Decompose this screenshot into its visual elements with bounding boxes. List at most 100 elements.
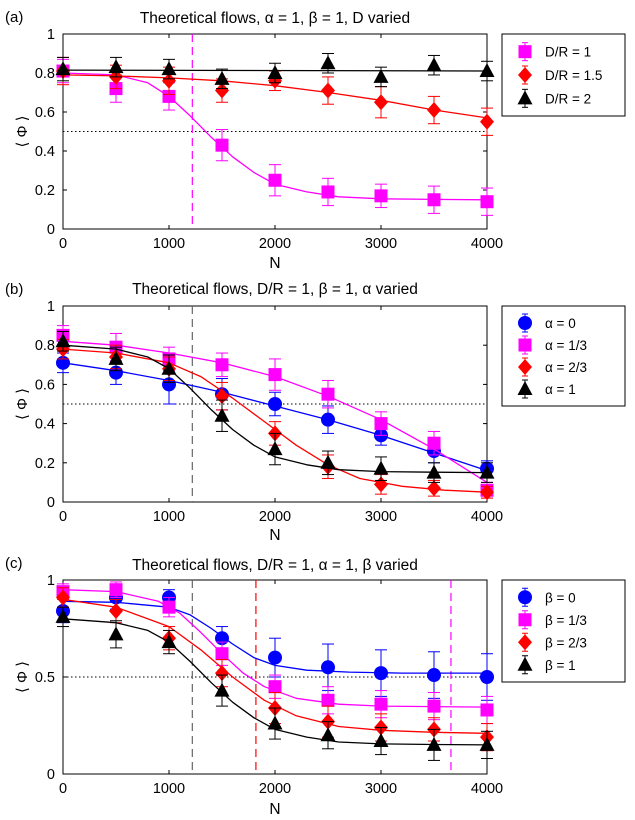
x-tick-label: 1000 — [153, 781, 185, 797]
y-tick-label: 0.8 — [35, 66, 55, 82]
data-point — [161, 634, 177, 649]
x-tick-label: 3000 — [365, 236, 397, 252]
panel-label: (c) — [5, 555, 23, 572]
y-tick-label: 0.5 — [35, 670, 55, 686]
x-tick-label: 0 — [59, 781, 67, 797]
data-point — [426, 736, 442, 751]
legend-marker — [517, 90, 533, 105]
x-tick-label: 1000 — [153, 509, 185, 525]
data-point — [215, 665, 229, 682]
x-tick-label: 2000 — [259, 509, 291, 525]
legend-marker — [517, 656, 533, 671]
data-point — [427, 436, 441, 450]
data-point — [268, 650, 282, 665]
data-point — [426, 57, 442, 72]
legend-marker — [518, 338, 532, 352]
x-tick-label: 3000 — [365, 509, 397, 525]
data-point — [55, 608, 71, 623]
data-point — [374, 666, 388, 681]
legend-marker — [518, 45, 532, 59]
data-point — [321, 660, 335, 675]
data-point — [427, 102, 441, 119]
x-axis-label: N — [269, 801, 280, 818]
data-point — [374, 476, 388, 493]
chart-title: Theoretical flows, D/R = 1, β = 1, α var… — [132, 281, 418, 298]
x-tick-label: 2000 — [259, 236, 291, 252]
y-tick-label: 0.2 — [35, 456, 55, 472]
data-point — [426, 464, 442, 479]
legend-marker — [518, 359, 532, 375]
y-tick-label: 1 — [47, 299, 55, 315]
panel-c-chart: (c) Theoretical flows, D/R = 1, α = 1, β … — [5, 555, 626, 818]
data-point — [373, 460, 389, 475]
data-point — [320, 727, 336, 742]
data-point — [480, 703, 494, 717]
panel-a-chart: (a) Theoretical flows, α = 1, β = 1, D va… — [5, 9, 626, 272]
y-tick-label: 1 — [47, 573, 55, 589]
y-tick-label: 0 — [47, 495, 55, 511]
x-tick-label: 4000 — [471, 509, 503, 525]
legend-marker — [518, 316, 532, 330]
legend-marker — [518, 613, 532, 627]
fit-curve — [62, 72, 488, 201]
x-tick-label: 1000 — [153, 236, 185, 252]
data-point — [480, 484, 494, 501]
data-point — [215, 647, 229, 661]
fit-curve — [62, 618, 488, 746]
fit-curve — [62, 598, 488, 734]
panel-b-chart: (b) Theoretical flows, D/R = 1, β = 1, α … — [5, 281, 626, 544]
data-point — [480, 195, 494, 209]
data-point — [427, 699, 441, 713]
y-tick-label: 1 — [47, 27, 55, 43]
data-point — [373, 68, 389, 83]
data-point — [480, 670, 494, 684]
data-point — [479, 464, 495, 479]
y-tick-label: 0.6 — [35, 105, 55, 121]
x-axis-label: N — [269, 527, 280, 544]
data-point — [427, 193, 441, 207]
x-tick-label: 4000 — [471, 236, 503, 252]
data-point — [479, 736, 495, 751]
data-point — [214, 407, 230, 422]
data-point — [162, 600, 176, 614]
data-point — [374, 697, 388, 711]
y-axis-label: ⟨ Φ ⟩ — [14, 388, 31, 420]
data-point — [374, 417, 388, 431]
legend-label: α = 1/3 — [545, 338, 587, 353]
data-point — [55, 61, 71, 76]
series-group — [55, 606, 495, 761]
data-point — [55, 333, 71, 348]
legend-label: D/R = 1.5 — [545, 68, 602, 83]
data-point — [215, 358, 229, 372]
data-point — [320, 55, 336, 70]
panel-label: (a) — [5, 9, 23, 26]
data-point — [374, 94, 388, 111]
data-point — [268, 173, 282, 187]
data-point — [480, 113, 494, 130]
data-point — [321, 185, 335, 199]
data-point — [214, 70, 230, 85]
legend-label: D/R = 2 — [545, 91, 591, 106]
fit-curve — [62, 589, 488, 708]
data-point — [374, 189, 388, 203]
y-axis-label: ⟨ Φ ⟩ — [14, 661, 31, 693]
x-tick-label: 3000 — [365, 781, 397, 797]
data-point — [109, 603, 123, 620]
series-group — [55, 330, 495, 483]
data-point — [320, 454, 336, 469]
x-tick-label: 0 — [59, 236, 67, 252]
legend-label: β = 0 — [545, 590, 576, 605]
legend-label: D/R = 1 — [545, 45, 591, 60]
data-point — [321, 387, 335, 401]
legend-label: α = 2/3 — [545, 360, 587, 375]
panel-label: (b) — [5, 281, 23, 298]
legend-label: α = 1 — [545, 382, 576, 397]
y-tick-label: 0.2 — [35, 183, 55, 199]
data-point — [268, 397, 282, 411]
data-point — [161, 360, 177, 375]
legend-label: β = 2/3 — [545, 635, 587, 650]
data-point — [109, 583, 123, 597]
fit-curve — [62, 600, 487, 674]
data-point — [108, 626, 124, 641]
data-point — [108, 350, 124, 365]
